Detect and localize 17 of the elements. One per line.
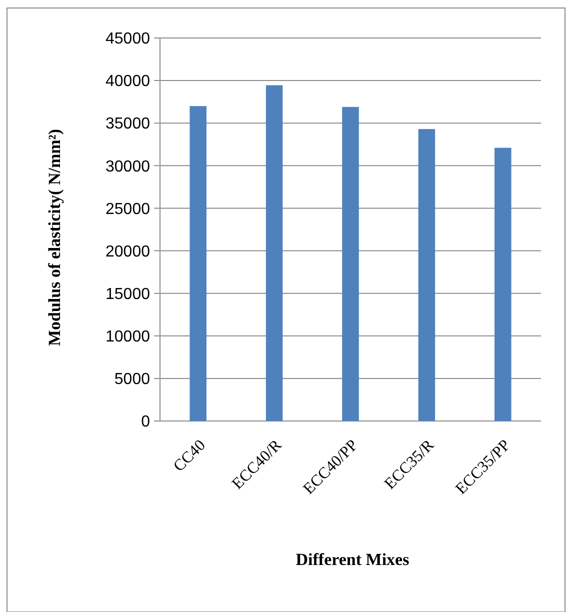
bar — [494, 148, 512, 421]
y-tick-label: 40000 — [106, 73, 150, 90]
y-tick-label: 25000 — [106, 200, 150, 218]
bar — [418, 129, 436, 421]
y-tick-label: 5000 — [114, 371, 150, 388]
y-tick-label: 0 — [141, 414, 150, 431]
y-tick-label: 20000 — [106, 243, 150, 260]
x-axis-title: Different Mixes — [296, 550, 410, 569]
y-tick-label: 45000 — [106, 30, 150, 48]
y-tick-label: 30000 — [106, 158, 150, 176]
bar — [342, 106, 359, 421]
bar — [190, 106, 206, 421]
y-tick-label: 35000 — [106, 116, 150, 133]
y-tick-label: 10000 — [106, 328, 150, 346]
y-tick-label: 15000 — [106, 286, 150, 303]
y-axis-title: Modulus of elasticity( N/mm²) — [45, 128, 64, 346]
bar — [266, 85, 283, 421]
